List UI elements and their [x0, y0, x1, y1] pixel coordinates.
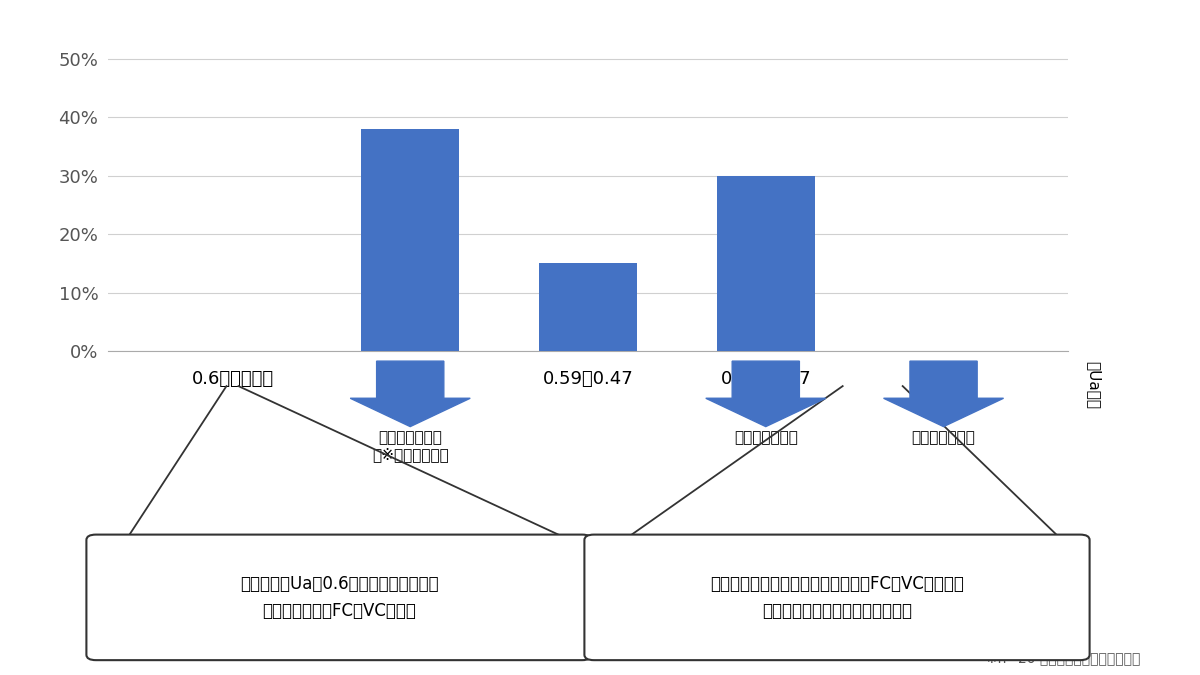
Text: 断熱等級６相当: 断熱等級６相当 — [734, 430, 798, 445]
Text: ※n=20 住宅産業研究所による調査: ※n=20 住宅産業研究所による調査 — [985, 651, 1140, 665]
Bar — [539, 263, 637, 351]
Bar — [716, 176, 815, 351]
Text: 断熱等級７相当: 断熱等級７相当 — [912, 430, 976, 445]
Text: 断熱等級５相当
（※６地域基準）: 断熱等級５相当 （※６地域基準） — [372, 430, 449, 462]
Bar — [361, 129, 460, 351]
Text: 基幹商品がUa値0.6（＝断熱等級５）を
満たさない住宅FC・VCは無い: 基幹商品がUa値0.6（＝断熱等級５）を 満たさない住宅FC・VCは無い — [240, 575, 438, 620]
Text: 基幹商品が断熱等級７を満たす住宅FC・VCは無いが
対応商品を持つ会社も増えてきた: 基幹商品が断熱等級７を満たす住宅FC・VCは無いが 対応商品を持つ会社も増えてき… — [710, 575, 964, 620]
Text: （Ua値）: （Ua値） — [1086, 361, 1102, 409]
